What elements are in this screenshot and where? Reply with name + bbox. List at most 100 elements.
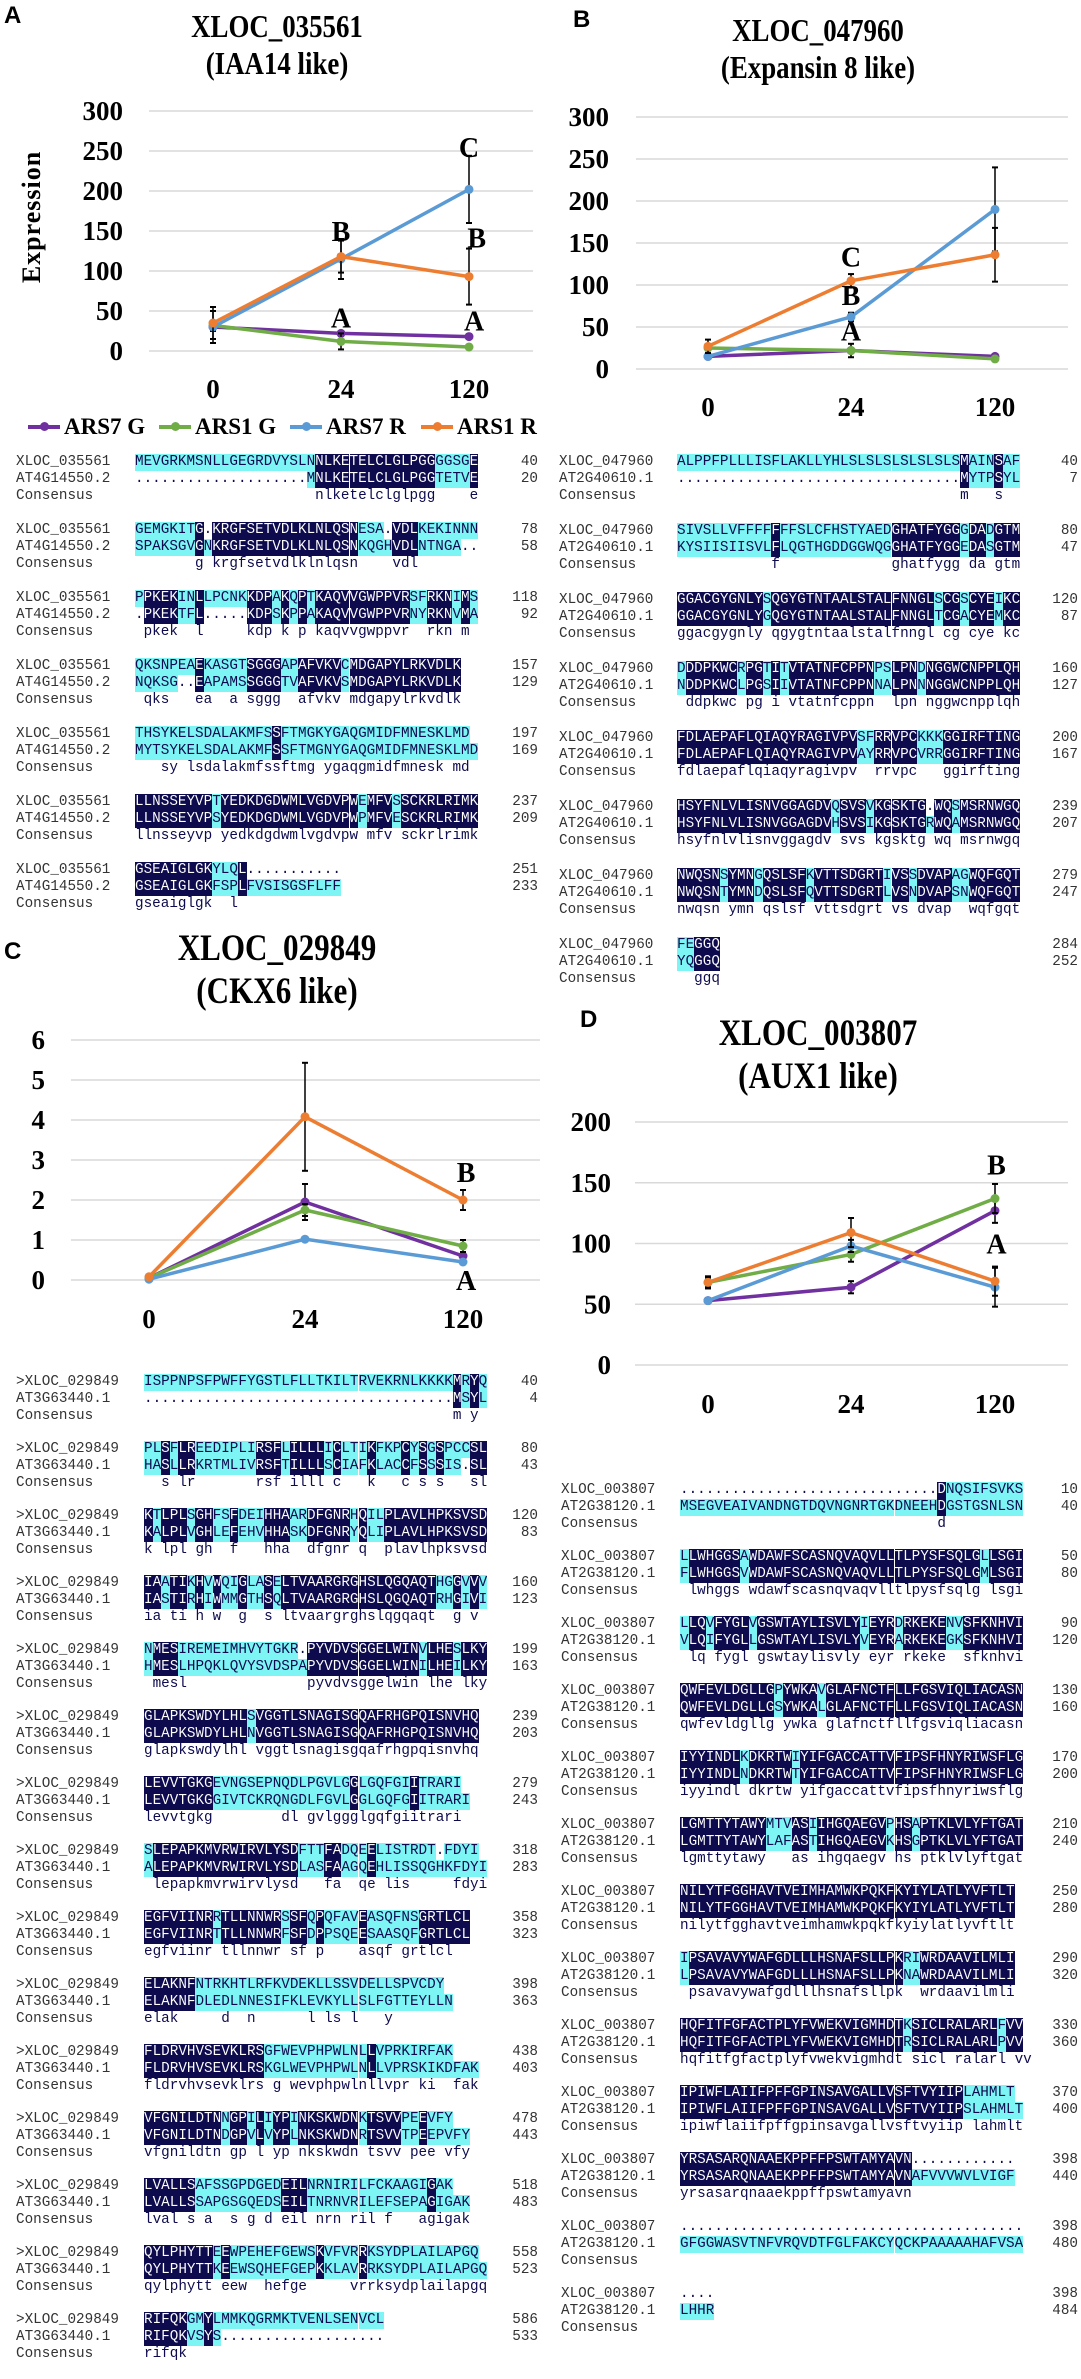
residue-position: 358 bbox=[512, 1910, 538, 1926]
consensus-sequence: gseaiglgk l bbox=[135, 896, 238, 912]
sequence-name: AT4G14550.2 bbox=[16, 471, 111, 487]
sequence-name: Consensus bbox=[16, 1944, 94, 1960]
data-point bbox=[846, 312, 856, 322]
consensus-row: Consensus nilytfgghavtveimhamwkpqkfkyiyla… bbox=[561, 1918, 1078, 1935]
chart-title-b: XLOC_047960 (Expansin 8 like) bbox=[692, 12, 944, 86]
residue-position: 90 bbox=[1060, 1616, 1078, 1632]
sequence-name: AT2G40610.1 bbox=[559, 747, 654, 763]
consensus-sequence: d bbox=[680, 1516, 946, 1532]
residue-position: 398 bbox=[512, 1977, 538, 1993]
y-tick-label: 0 bbox=[110, 336, 124, 366]
residue-position: 129 bbox=[512, 675, 538, 691]
data-point bbox=[990, 354, 1000, 364]
sequence-row: >XLOC_029849 SLEPAPKMVRWIRVLYSDFTTFADQEEL… bbox=[16, 1843, 538, 1860]
residue-position: 586 bbox=[512, 2312, 538, 2328]
sequence-row: AT2G38120.1 QWFEVLDGLLGSYWKALGLAFNCTFLLFG… bbox=[561, 1700, 1078, 1717]
consensus-sequence: m y bbox=[144, 1408, 479, 1424]
sequence-name: XLOC_047960 bbox=[559, 661, 654, 677]
chart-title-c: XLOC_029849 (CKX6 like) bbox=[134, 928, 420, 1013]
consensus-row: Consensus hqfitfgfactplyfvwekvigmhdt sicl… bbox=[561, 2052, 1078, 2069]
sequence-row: XLOC_003807 IPIWFLAIIFPFFGPINSAVGALLVSFTV… bbox=[561, 2085, 1078, 2102]
sequence-name: AT2G40610.1 bbox=[559, 885, 654, 901]
sequence-name: Consensus bbox=[561, 2320, 639, 2336]
residue-position: 484 bbox=[1052, 2303, 1078, 2319]
alignment-block: XLOC_003807.............................… bbox=[561, 1482, 1078, 1549]
sequence-name: AT3G63440.1 bbox=[16, 1458, 111, 1474]
x-tick-label: 24 bbox=[292, 1304, 319, 1334]
residue-sequence: NDDPKWCLPGSIIVTATNFCPPNNALPNNNGGWCNPPLQH bbox=[677, 678, 1021, 694]
residue-position: 80 bbox=[1060, 523, 1078, 539]
residue-sequence: IPSAVAVYWAFGDLLLHSNAFSLLPKRIWRDAAVILMLI bbox=[680, 1951, 1015, 1967]
sequence-row: AT2G38120.1 MSEGVEAIVANDNGTDQVNGNRTGKDNEE… bbox=[561, 1499, 1078, 1516]
consensus-row: Consensus ddpkwc pg i vtatnfcppn lpn ngg… bbox=[559, 695, 1078, 712]
residue-position: 280 bbox=[1052, 1901, 1078, 1917]
residue-position: 40 bbox=[520, 454, 538, 470]
sequence-name: XLOC_035561 bbox=[16, 454, 111, 470]
sequence-row: >XLOC_029849 KTLPLSGHFSFDEIHHAARDFGNRHQIL… bbox=[16, 1508, 538, 1525]
sequence-name: Consensus bbox=[561, 2119, 639, 2135]
sequence-name: AT3G63440.1 bbox=[16, 1726, 111, 1742]
sequence-row: XLOC_047960 ALPPFPLLLISFLAKLLYHLSLSLSLSLS… bbox=[559, 454, 1078, 471]
sequence-name: >XLOC_029849 bbox=[16, 1642, 119, 1658]
sequence-row: XLOC_047960 GGACGYGNLYSQGYGTNTAALSTALFNNG… bbox=[559, 592, 1078, 609]
consensus-row: Consensus lval s a s g d eil nrn ril f ag… bbox=[16, 2212, 538, 2229]
residue-position: 118 bbox=[512, 590, 538, 606]
consensus-sequence: qwfevldgllg ywka glafnctfllfgsviqliacasn bbox=[680, 1717, 1024, 1733]
sequence-row: AT2G38120.1 GFGGWASVTNFVRQVDTFGLFAKCYQCKP… bbox=[561, 2236, 1078, 2253]
consensus-row: Consensus egfviinr tllnnwr sf p asqf grtl… bbox=[16, 1944, 538, 1961]
data-point bbox=[846, 346, 856, 356]
sequence-row: XLOC_047960 DDDPKWCRPGTITVTATNFCPPNPSLPND… bbox=[559, 661, 1078, 678]
residue-sequence: HASLLRKRTMLIVRSFTILLLSCIAFKLACCFSSSIS.SL bbox=[144, 1458, 488, 1474]
alignment-block: XLOC_003807 LGMTTYTAWYMTVASIIHGQAEGVPHSAP… bbox=[561, 1817, 1078, 1884]
x-tick-label: 0 bbox=[206, 374, 220, 404]
sequence-row: AT2G38120.1 LPSAVAVYWAFGDLLLHSNAFSLLPKNAW… bbox=[561, 1968, 1078, 1985]
residue-position: 20 bbox=[520, 471, 538, 487]
data-point bbox=[464, 342, 474, 352]
sequence-row: XLOC_035561 THSYKELSDALAKMFSSFTMGKYGAQGMI… bbox=[16, 726, 538, 743]
y-tick-label: 100 bbox=[569, 270, 610, 300]
sequence-name: Consensus bbox=[16, 624, 94, 640]
sequence-row: AT3G63440.1 VFGNILDTNDGPVLVYPLNKSKWDNRTSV… bbox=[16, 2128, 538, 2145]
alignment-block: XLOC_035561 MEVGRKMSNLLGEGRDVYSLNNLKETELC… bbox=[16, 454, 538, 522]
y-tick-label: 1 bbox=[32, 1225, 46, 1255]
residue-sequence: IPIWFLAIIFPFFGPINSAVGALLVSFTVYIIPSLAHMLT bbox=[680, 2102, 1024, 2118]
residue-position: 157 bbox=[512, 658, 538, 674]
alignment-block: XLOC_047960 ALPPFPLLLISFLAKLLYHLSLSLSLSLS… bbox=[559, 454, 1078, 523]
consensus-row: Consensus nlketelclglpgg e bbox=[16, 488, 538, 505]
data-point bbox=[300, 1205, 310, 1215]
sequence-name: XLOC_003807 bbox=[561, 1549, 656, 1565]
y-tick-label: 6 bbox=[32, 1025, 46, 1055]
alignment-block: XLOC_047960 SIVSLLVFFFFFFFSLCFHSTYAEDGHAT… bbox=[559, 523, 1078, 592]
data-point bbox=[990, 1194, 1000, 1204]
y-tick-label: 50 bbox=[582, 312, 609, 342]
residue-position: 160 bbox=[512, 1575, 538, 1591]
sequence-row: AT2G40610.1 YQGGQ 252 bbox=[559, 954, 1078, 971]
sequence-name: Consensus bbox=[561, 1985, 639, 2001]
sequence-row: XLOC_035561 GEMGKITG.KRGFSETVDLKLNLQSNESA… bbox=[16, 522, 538, 539]
sequence-name: XLOC_003807 bbox=[561, 1817, 656, 1833]
sequence-name: Consensus bbox=[16, 1609, 94, 1625]
sequence-name: >XLOC_029849 bbox=[16, 1441, 119, 1457]
data-point bbox=[464, 272, 474, 282]
x-tick-label: 120 bbox=[449, 374, 490, 404]
y-tick-label: 200 bbox=[571, 1107, 612, 1137]
chart-title-a: XLOC_035561 (IAA14 like) bbox=[151, 8, 403, 82]
sequence-name: Consensus bbox=[561, 1851, 639, 1867]
y-tick-label: 4 bbox=[32, 1105, 46, 1135]
residue-sequence: GLAPKSWDYLHLNVGGTLSNAGISGQAFRHGPQISNVHQ bbox=[144, 1726, 479, 1742]
consensus-row: Consensus iyyindl dkrtw yifgaccattvfipsfh… bbox=[561, 1784, 1078, 1801]
alignment-block: >XLOC_029849 EGFVIINRRTLLNNWRSSFQPQFAVEAS… bbox=[16, 1910, 538, 1977]
sequence-row: AT4G14550.2 GSEAIGLGKFSPLFVSISGSFLFF 233 bbox=[16, 879, 538, 896]
sequence-name: >XLOC_029849 bbox=[16, 2111, 119, 2127]
legend-line-icon bbox=[421, 422, 453, 431]
sequence-row: XLOC_047960 FEGGQ 284 bbox=[559, 937, 1078, 954]
residue-position: 239 bbox=[1052, 799, 1078, 815]
data-point bbox=[208, 318, 218, 328]
residue-sequence: ISPPNPSFPWFFYGSTLFLLTKILTRVEKRNLKKKKMRYQ bbox=[144, 1374, 488, 1390]
panel-label-a: A bbox=[4, 2, 22, 29]
residue-position: 483 bbox=[512, 2195, 538, 2211]
consensus-row: Consensus ipiwflaiifpffgpinsavgallvsftvyi… bbox=[561, 2119, 1078, 2136]
legend-item-ars1-r: ARS1 R bbox=[421, 414, 552, 440]
consensus-row: Consensus lwhggs wdawfscasnqvaqvlltlpysf… bbox=[561, 1583, 1078, 1600]
alignment-block: >XLOC_029849 FLDRVHVSEVKLRSGFWEVPHPWLNLLV… bbox=[16, 2044, 538, 2111]
